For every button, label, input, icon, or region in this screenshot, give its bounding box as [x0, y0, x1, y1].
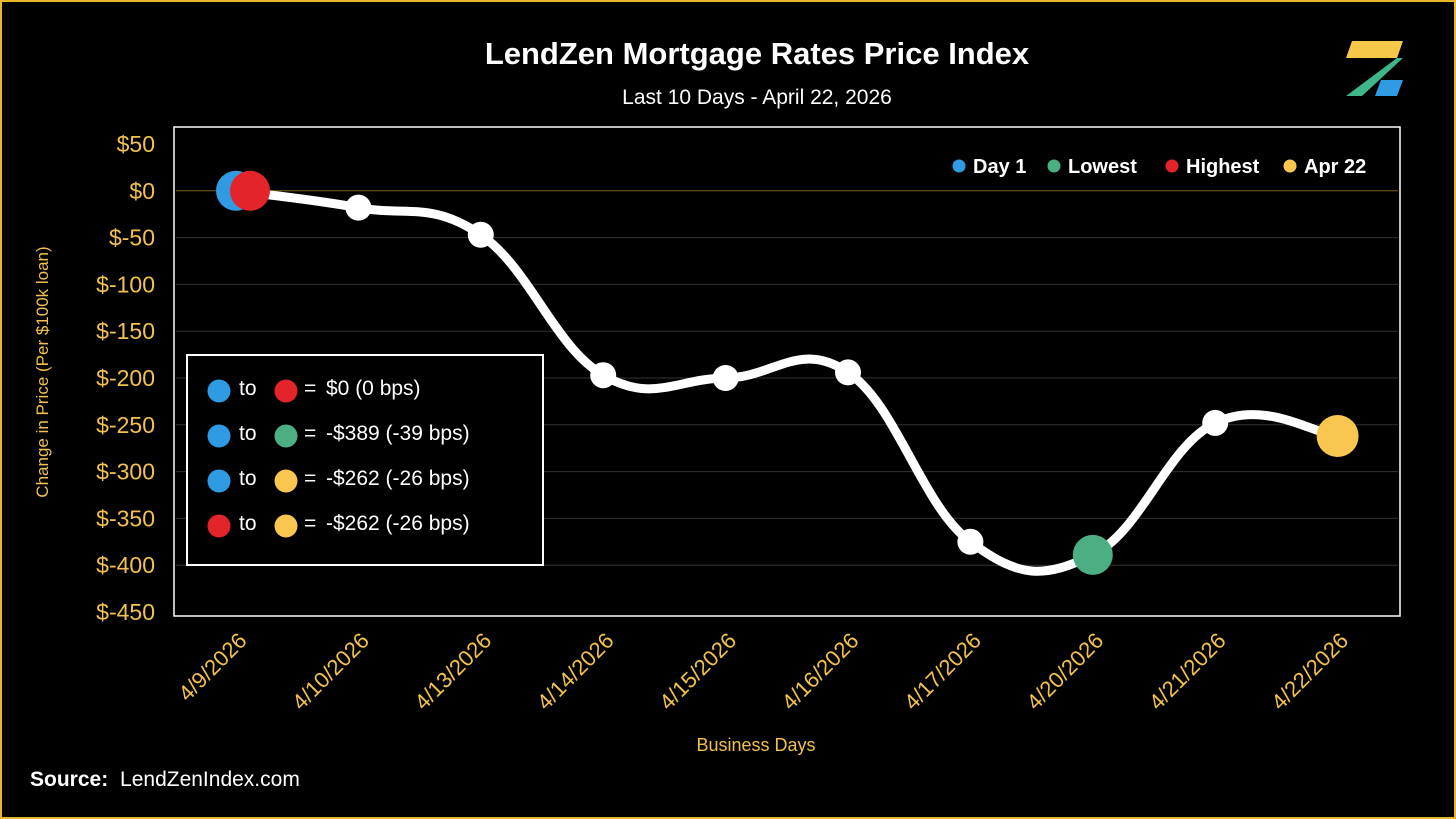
source-label: Source: — [30, 768, 108, 791]
summary-to-dot — [274, 469, 298, 493]
summary-from-dot — [207, 469, 231, 493]
summary-value: $0 (0 bps) — [326, 377, 421, 400]
summary-to-dot — [274, 514, 298, 538]
summary-to-word: to — [239, 422, 257, 445]
y-tick-label: $-250 — [96, 412, 155, 438]
x-axis-ticks: 4/9/2026 4/10/2026 4/13/2026 4/14/2026 4/15/… — [173, 628, 1353, 715]
legend: Day 1 Lowest Highest Apr 22 — [952, 156, 1366, 178]
summary-from-dot — [207, 424, 231, 448]
legend-label-day1: Day 1 — [973, 156, 1026, 178]
data-point — [345, 194, 372, 221]
y-tick-label: $-450 — [96, 599, 155, 625]
latest-point — [1316, 415, 1359, 458]
x-tick-label: 4/21/2026 — [1144, 628, 1231, 715]
legend-marker-highest — [1165, 159, 1179, 173]
y-tick-label: $-50 — [109, 225, 155, 251]
summary-box — [186, 354, 544, 566]
y-tick-label: $-350 — [96, 505, 155, 531]
source-value: LendZenIndex.com — [120, 768, 300, 791]
legend-marker-lowest — [1047, 159, 1061, 173]
y-axis-label: Change in Price (Per $100k loan) — [33, 246, 52, 497]
summary-to-word: to — [239, 512, 257, 535]
legend-label-latest: Apr 22 — [1304, 156, 1366, 178]
summary-value: -$389 (-39 bps) — [326, 422, 470, 445]
summary-to-word: to — [239, 467, 257, 490]
lowest-point — [1072, 534, 1113, 575]
legend-label-lowest: Lowest — [1068, 156, 1137, 178]
x-tick-label: 4/13/2026 — [409, 628, 496, 715]
summary-to-dot — [274, 379, 298, 403]
summary-value: -$262 (-26 bps) — [326, 467, 470, 490]
summary-equals: = — [304, 467, 316, 490]
legend-marker-day1 — [952, 159, 966, 173]
y-tick-label: $-150 — [96, 318, 155, 344]
chart-title: LendZen Mortgage Rates Price Index — [485, 36, 1030, 71]
x-tick-label: 4/10/2026 — [287, 628, 374, 715]
y-axis-ticks: $50 $0 $-50 $-100 $-150 $-200 $-250 $-300 $-350 $… — [96, 131, 155, 625]
summary-from-dot — [207, 379, 231, 403]
x-tick-label: 4/22/2026 — [1266, 628, 1353, 715]
y-tick-label: $50 — [117, 131, 155, 157]
summary-equals: = — [304, 512, 316, 535]
x-tick-label: 4/20/2026 — [1021, 628, 1108, 715]
chart-subtitle: Last 10 Days - April 22, 2026 — [622, 86, 892, 109]
y-tick-label: $-300 — [96, 459, 155, 485]
x-tick-label: 4/15/2026 — [654, 628, 741, 715]
y-tick-label: $-400 — [96, 552, 155, 578]
data-point — [1202, 409, 1229, 436]
x-axis-label: Business Days — [696, 735, 815, 755]
data-point — [712, 365, 739, 391]
y-tick-label: $-100 — [96, 271, 155, 297]
data-point — [835, 359, 861, 386]
legend-label-highest: Highest — [1186, 156, 1260, 178]
source-note: Source: LendZenIndex.com — [30, 768, 300, 791]
legend-marker-latest — [1283, 159, 1297, 173]
summary-value: -$262 (-26 bps) — [326, 512, 470, 535]
y-tick-label: $0 — [129, 178, 155, 204]
summary-equals: = — [304, 422, 316, 445]
summary-equals: = — [304, 377, 316, 400]
summary-rows: to = $0 (0 bps) to = -$389 (-39 bps) to = -$262… — [207, 377, 470, 538]
highest-point — [230, 170, 270, 211]
summary-to-dot — [274, 424, 298, 448]
summary-from-dot — [207, 514, 231, 538]
lendzen-logo — [1346, 41, 1403, 96]
series-line — [231, 186, 1343, 576]
x-tick-label: 4/17/2026 — [899, 628, 986, 715]
data-point — [467, 221, 494, 248]
x-tick-label: 4/14/2026 — [532, 628, 619, 715]
x-tick-label: 4/16/2026 — [777, 628, 864, 715]
data-point — [590, 362, 617, 389]
y-tick-label: $-200 — [96, 365, 155, 391]
data-point — [957, 528, 984, 555]
data-points — [216, 170, 1359, 575]
x-tick-label: 4/9/2026 — [173, 628, 251, 706]
summary-to-word: to — [239, 377, 257, 400]
